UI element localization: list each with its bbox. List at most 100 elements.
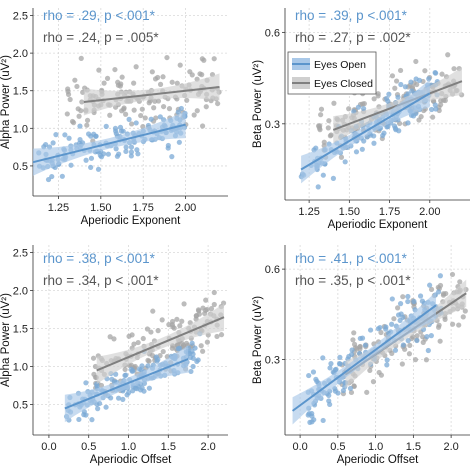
data-point	[175, 109, 181, 115]
data-point	[445, 52, 451, 58]
data-point	[117, 83, 123, 89]
data-point	[440, 291, 447, 297]
data-point	[416, 77, 423, 83]
data-point	[84, 122, 90, 128]
legend-label: Eyes Open	[314, 59, 366, 71]
x-tick-label: 0.0	[41, 441, 56, 453]
data-point	[76, 113, 82, 119]
data-point	[417, 293, 424, 299]
y-tick-label: 0.6	[265, 27, 280, 39]
data-point	[189, 340, 195, 346]
x-tick-label: 1.0	[368, 441, 383, 453]
data-point	[96, 67, 102, 73]
data-point	[140, 335, 146, 342]
data-point	[327, 133, 333, 139]
data-point	[397, 67, 404, 74]
data-point	[118, 128, 125, 134]
data-point	[432, 69, 438, 76]
data-point	[429, 106, 435, 113]
x-tick-label: 1.25	[298, 206, 319, 218]
data-point	[406, 351, 413, 357]
x-axis-label: Aperiodic Exponent	[328, 219, 429, 231]
data-point	[331, 100, 337, 106]
data-point	[89, 417, 95, 423]
data-point	[428, 286, 435, 293]
data-point	[184, 97, 190, 103]
data-point	[174, 80, 180, 86]
data-point	[389, 73, 396, 79]
x-tick-label: 1.75	[379, 206, 400, 218]
data-point	[357, 343, 363, 350]
y-tick-label: 1.5	[13, 86, 28, 98]
data-point	[203, 104, 209, 110]
data-point	[395, 305, 401, 311]
data-point	[201, 57, 207, 63]
data-point	[211, 289, 217, 296]
data-point	[451, 66, 457, 72]
data-point	[386, 91, 392, 97]
data-point	[392, 85, 398, 91]
data-point	[214, 333, 220, 340]
data-point	[88, 155, 95, 161]
data-point	[402, 84, 408, 90]
chart-panel-4: 0.0 0.5 1.0 1.5 2.0 0.3 0.6 Aperiodic Offset Bet…	[252, 245, 470, 466]
data-point	[407, 342, 413, 349]
data-point	[62, 132, 68, 138]
data-point	[193, 313, 200, 319]
legend-label: Eyes Closed	[314, 78, 373, 90]
data-point	[123, 148, 129, 155]
data-point	[148, 116, 154, 122]
data-point	[416, 117, 422, 123]
data-point	[436, 289, 442, 295]
data-point	[72, 77, 78, 83]
data-point	[122, 366, 128, 373]
data-point	[131, 341, 137, 347]
stat-annotation: rho = .34, p < .001*	[43, 273, 159, 288]
data-point	[364, 389, 370, 395]
data-point	[411, 298, 417, 305]
data-point	[456, 322, 462, 328]
data-point	[439, 71, 445, 77]
data-point	[113, 128, 119, 134]
data-point	[337, 361, 343, 367]
data-point	[198, 343, 204, 349]
data-point	[398, 311, 404, 317]
stat-annotation: rho = .35, p < .001*	[295, 273, 411, 288]
data-point	[208, 306, 215, 312]
data-point	[179, 318, 185, 324]
data-point	[126, 116, 132, 122]
data-point	[306, 372, 312, 379]
data-point	[120, 396, 126, 402]
data-point	[133, 120, 139, 126]
data-point	[181, 301, 187, 307]
data-point	[104, 75, 111, 81]
data-point	[135, 151, 141, 157]
data-point	[315, 123, 322, 129]
data-point	[384, 362, 390, 368]
data-point	[95, 406, 101, 412]
data-point	[116, 151, 122, 157]
data-point	[397, 301, 404, 307]
data-point	[457, 279, 463, 285]
data-point	[178, 105, 184, 112]
data-point	[77, 123, 83, 129]
y-tick-label: 0.3	[265, 119, 280, 131]
data-point	[157, 81, 164, 87]
data-point	[350, 337, 356, 343]
regression-line	[83, 85, 220, 103]
x-axis-label: Aperiodic Offset	[90, 454, 172, 466]
data-point	[392, 347, 399, 353]
data-point	[400, 342, 406, 348]
data-point	[371, 140, 377, 146]
data-point	[381, 130, 387, 136]
data-point	[311, 417, 317, 423]
data-point	[318, 106, 325, 112]
y-tick-label: 2.5	[13, 248, 28, 260]
data-point	[183, 340, 190, 346]
data-point	[170, 324, 176, 330]
data-point	[432, 102, 438, 108]
data-point	[402, 346, 408, 352]
data-point	[351, 330, 357, 336]
data-point	[347, 385, 354, 392]
data-point	[135, 339, 141, 346]
